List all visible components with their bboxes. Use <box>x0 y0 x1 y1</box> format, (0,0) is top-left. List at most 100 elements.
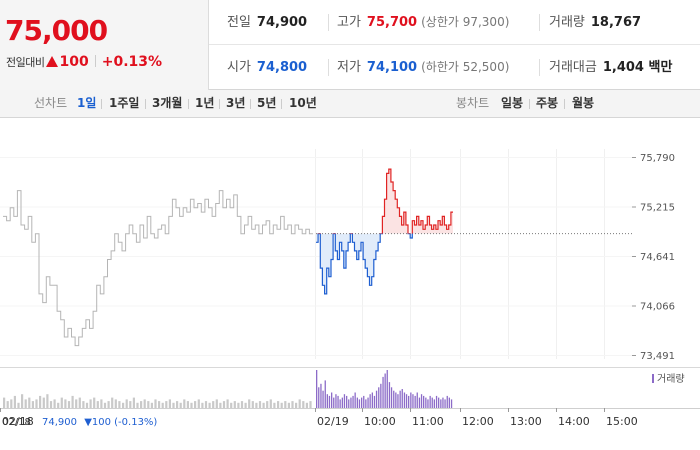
prev-close: 전일 74,900 <box>227 0 307 45</box>
divider <box>188 99 189 109</box>
prev-day-price-line <box>3 190 313 347</box>
volume-bar <box>172 402 175 408</box>
price-details: 전일 74,900 고가 75,700 (상한가 97,300) 거래량 18,767 … <box>209 0 700 90</box>
volume-bar <box>328 395 331 408</box>
period-3m-button[interactable]: 3개월 <box>152 96 183 110</box>
volume-bar <box>412 394 414 408</box>
volume-value: 18,767 <box>590 15 642 30</box>
candle-monthly-button[interactable]: 월봉 <box>572 96 595 110</box>
volume-bar <box>240 401 244 408</box>
y-tick-label: 75,790 <box>640 153 675 164</box>
volume-bar <box>35 399 38 408</box>
volume-bar <box>388 382 391 408</box>
volume-legend-label: 거래량 <box>657 373 685 385</box>
prev-day-status: 02/18 74,900 ▼100 (-0.13%) <box>2 417 157 428</box>
change-percent: +0.13% <box>101 54 163 70</box>
volume-bar <box>201 402 204 408</box>
volume-bar <box>302 401 305 408</box>
volume-bar <box>6 401 9 408</box>
trade-value-value: 1,404 백만 <box>602 60 673 75</box>
down-area-fill <box>316 233 453 294</box>
volume-bar <box>42 397 45 408</box>
volume-bar <box>371 392 373 408</box>
volume-bar <box>390 387 393 408</box>
volume-bar <box>114 399 117 408</box>
price-details-row-1: 전일 74,900 고가 75,700 (상한가 97,300) 거래량 18,767 <box>209 0 700 45</box>
volume-bar <box>410 392 412 408</box>
x-tick-label: 14:00 <box>558 415 590 428</box>
volume-bar <box>230 402 233 408</box>
volume-bar <box>298 399 301 408</box>
volume-bar <box>384 373 386 408</box>
x-tick-label: 15:00 <box>606 415 638 428</box>
prev-day-status-change: ▼100 (-0.13%) <box>84 417 157 428</box>
divider <box>328 59 329 76</box>
volume-bar <box>262 402 265 408</box>
today-price-line-down <box>316 233 413 295</box>
volume-bar <box>408 395 410 408</box>
volume-bar <box>13 395 16 408</box>
candle-weekly-button[interactable]: 주봉 <box>536 96 559 110</box>
x-tick-label: 13:00 <box>510 415 542 428</box>
volume-bar <box>251 401 254 408</box>
period-5y-button[interactable]: 5년 <box>257 96 277 110</box>
price-chart[interactable]: 75,790 75,215 74,641 74,066 73,491 02/18 02/1… <box>0 119 700 450</box>
volume-bar <box>373 395 376 408</box>
volume-bar <box>326 394 328 408</box>
volume: 거래량 18,767 <box>549 0 641 45</box>
divider <box>281 99 282 109</box>
prev-close-value: 74,900 <box>256 15 308 30</box>
lower-limit: (하한가 52,500) <box>421 60 510 74</box>
volume-bar <box>258 401 262 408</box>
volume-bar <box>358 399 361 408</box>
y-tick-label: 74,066 <box>640 302 675 313</box>
low-price: 저가 74,100 (하한가 52,500) <box>337 45 509 90</box>
volume-bar <box>361 397 363 408</box>
volume-bar <box>111 397 114 408</box>
prev-day-status-date: 02/18 <box>2 417 31 428</box>
volume-bar <box>403 392 406 408</box>
volume-bar <box>215 399 218 408</box>
volume-bar <box>17 402 20 408</box>
volume-bar <box>85 402 89 408</box>
volume-bar <box>143 399 146 408</box>
period-1w-button[interactable]: 1주일 <box>109 96 140 110</box>
volume-bar <box>352 395 354 408</box>
volume-bar <box>244 402 247 408</box>
period-1y-button[interactable]: 1년 <box>195 96 215 110</box>
volume-bar <box>269 399 272 408</box>
volume-bar <box>78 397 81 408</box>
divider <box>539 59 540 76</box>
x-tick-label: 02/18 <box>2 415 34 428</box>
volume-bar <box>75 399 78 408</box>
volume-bar <box>429 395 431 408</box>
period-10y-button[interactable]: 10년 <box>289 96 317 110</box>
volume-bar <box>183 399 186 408</box>
period-3y-button[interactable]: 3년 <box>226 96 246 110</box>
volume-bar <box>425 397 427 408</box>
volume-bar <box>194 401 197 408</box>
open-label: 시가 <box>227 60 251 75</box>
volume-bar <box>158 401 161 408</box>
volume-bar <box>118 401 121 408</box>
volume-bar <box>291 401 294 408</box>
volume-bar <box>382 376 384 408</box>
volume-bar <box>450 399 453 408</box>
volume-bar <box>395 392 397 408</box>
divider <box>328 14 329 31</box>
volume-bar <box>129 401 132 408</box>
volume-bar <box>365 399 367 408</box>
period-1d-button[interactable]: 1일 <box>77 96 97 110</box>
volume-bar <box>140 401 143 408</box>
volume-bar <box>423 395 425 408</box>
volume-bar <box>100 399 103 408</box>
volume-bar <box>367 397 369 408</box>
volume-bar <box>176 401 179 408</box>
volume-legend-swatch <box>652 374 654 383</box>
volume-bar <box>125 399 128 408</box>
change-label: 전일대비 <box>6 56 45 69</box>
volume-bar <box>154 399 157 408</box>
volume-bar <box>277 401 280 408</box>
volume-bar <box>248 399 251 408</box>
candle-daily-button[interactable]: 일봉 <box>501 96 524 110</box>
